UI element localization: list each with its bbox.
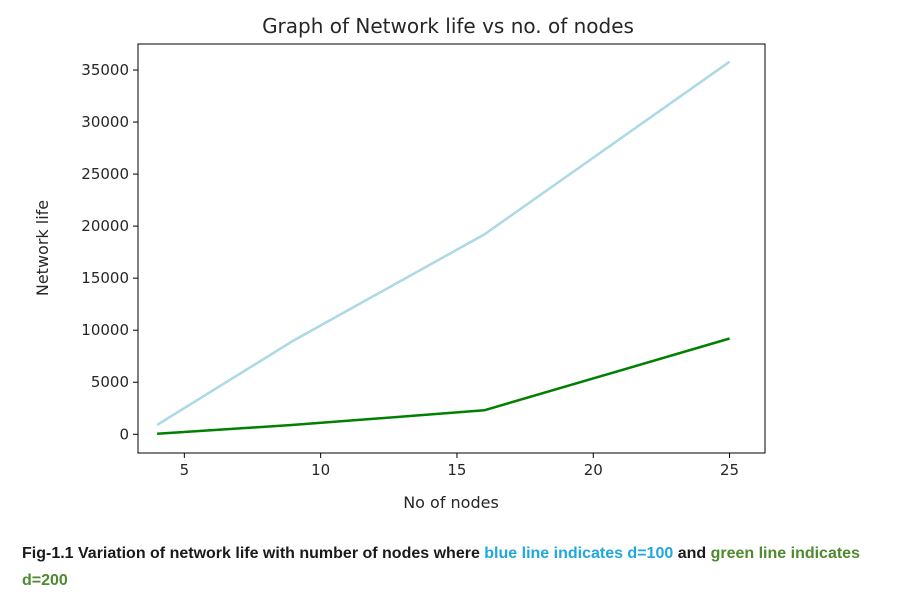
network-life-chart: Graph of Network life vs no. of nodes 5 1… (0, 0, 911, 520)
chart-title: Graph of Network life vs no. of nodes (262, 14, 634, 38)
caption-blue-text: blue line indicates d=100 (484, 545, 673, 562)
y-tick-label: 5000 (91, 373, 129, 391)
caption-prefix: Fig-1.1 Variation of network life with n… (22, 545, 484, 562)
x-axis-ticks: 5 10 15 20 25 (180, 453, 740, 479)
y-tick-label: 10000 (81, 321, 129, 339)
plot-frame (138, 44, 765, 453)
y-tick-label: 15000 (81, 269, 129, 287)
caption-middle: and (673, 545, 710, 562)
x-tick-label: 20 (584, 461, 603, 479)
x-tick-label: 25 (720, 461, 739, 479)
x-tick-label: 15 (447, 461, 466, 479)
figure-caption: Fig-1.1 Variation of network life with n… (22, 540, 902, 594)
y-tick-label: 0 (119, 425, 129, 443)
series-line-d=100 (157, 62, 730, 425)
x-tick-label: 5 (180, 461, 190, 479)
plot-lines (157, 62, 730, 434)
x-tick-label: 10 (311, 461, 330, 479)
y-tick-label: 35000 (81, 61, 129, 79)
x-axis-label: No of nodes (403, 493, 499, 512)
y-tick-label: 30000 (81, 113, 129, 131)
y-tick-label: 25000 (81, 165, 129, 183)
series-line-d=200 (157, 339, 730, 434)
y-axis-label: Network life (33, 200, 52, 296)
y-tick-label: 20000 (81, 217, 129, 235)
y-axis-ticks: 0 5000 10000 15000 20000 25000 30000 35000 (81, 61, 138, 443)
